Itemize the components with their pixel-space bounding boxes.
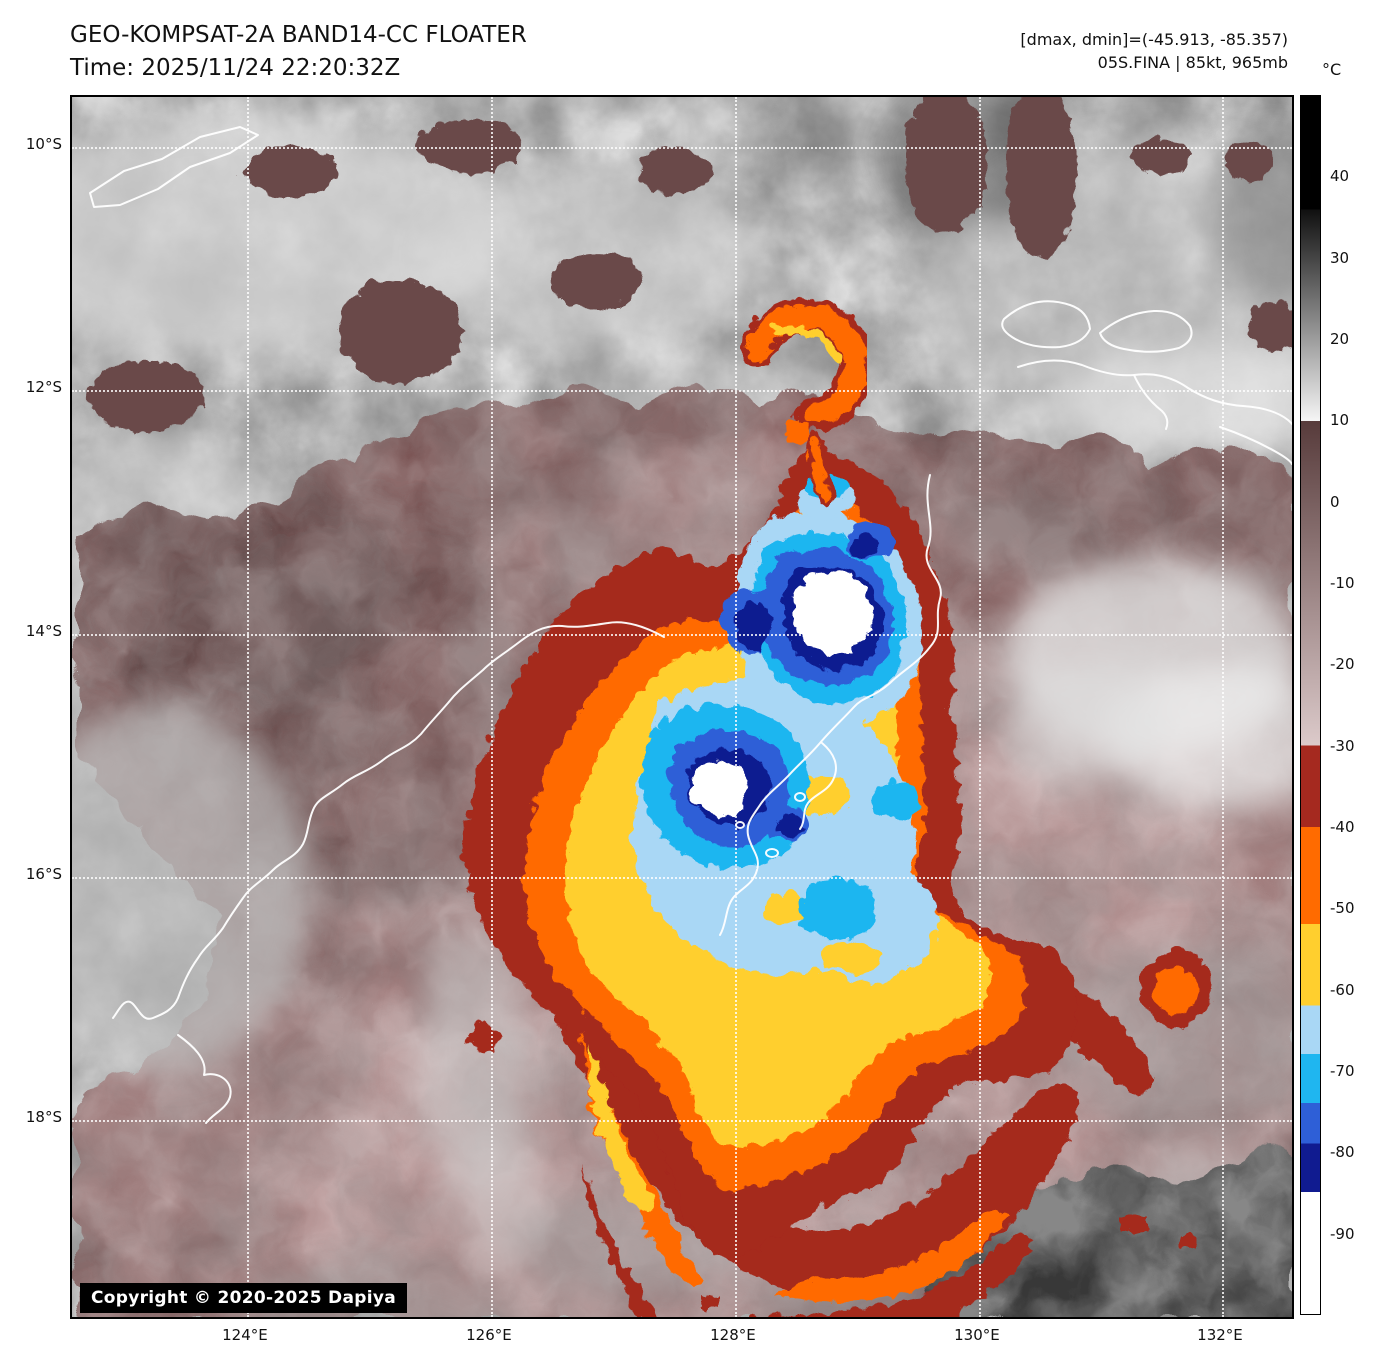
- colorbar-tick-label: -90: [1330, 1224, 1355, 1243]
- colorbar-tick-label: -10: [1330, 574, 1355, 592]
- lon-tick-label: 132°E: [1197, 1326, 1243, 1344]
- colorbar-tick-label: -20: [1330, 655, 1355, 674]
- hook-cloud-feature: [737, 293, 871, 501]
- dmax-dmin-annotation: [dmax, dmin]=(-45.913, -85.357): [1020, 30, 1288, 49]
- storm-info-annotation: 05S.FINA | 85kt, 965mb: [1097, 53, 1288, 72]
- colorbar-tick-label: -30: [1330, 736, 1355, 755]
- colorbar-tick-label: -40: [1330, 818, 1355, 836]
- coastline-nt-mainland: [1017, 359, 1292, 426]
- colorbar-tick-label: 10: [1330, 411, 1350, 430]
- white-core-north: [789, 568, 869, 652]
- colorbar-tick-label: -80: [1330, 1143, 1355, 1162]
- coastline-timor: [89, 126, 259, 208]
- lat-tick-label: 14°S: [25, 622, 62, 641]
- lon-tick-label: 124°E: [222, 1326, 268, 1344]
- coastline-kimberley-west: [112, 621, 665, 1020]
- colorbar-tick-label: -60: [1330, 980, 1355, 999]
- white-core-central: [687, 756, 746, 813]
- lat-tick-label: 18°S: [25, 1107, 62, 1126]
- lat-tick-label: 12°S: [25, 378, 62, 397]
- coastline-islet-1: [765, 848, 779, 858]
- colorbar-tick-label: 30: [1330, 248, 1350, 267]
- copyright-badge: Copyright © 2020-2025 Dapiya: [80, 1283, 407, 1313]
- colorbar-tick-label: 0: [1330, 492, 1340, 511]
- lon-tick-label: 126°E: [466, 1326, 512, 1344]
- colorbar: [1300, 95, 1321, 1315]
- page-title: GEO-KOMPSAT-2A BAND14-CC FLOATER: [70, 22, 527, 48]
- satellite-ir-image: [72, 97, 1292, 1317]
- scattered-warm-cloud-patches: [84, 97, 1292, 428]
- cyclone-cold-cloud-tops: [462, 441, 1208, 1317]
- coastline-kimberley-peninsula: [799, 742, 837, 830]
- coastline-tiwi-island-1: [1001, 300, 1091, 349]
- coastline-nt-east: [1219, 426, 1292, 465]
- colorbar-unit-label: °C: [1322, 60, 1342, 79]
- colorbar-tick-label: 40: [1330, 167, 1350, 186]
- colorbar-tick-label: -70: [1330, 1062, 1355, 1080]
- coastline-nt-inlet: [1133, 374, 1169, 430]
- coastline-south-bits: [177, 1034, 232, 1124]
- lat-tick-label: 16°S: [25, 864, 62, 883]
- coastline-islet-2: [794, 792, 806, 802]
- colorbar-tick-label: 20: [1330, 330, 1350, 348]
- coastline-kimberley-east: [719, 474, 942, 936]
- timestamp-line: Time: 2025/11/24 22:20:32Z: [70, 55, 401, 81]
- map-area: Copyright © 2020-2025 Dapiya: [70, 95, 1294, 1319]
- lon-tick-label: 128°E: [710, 1326, 756, 1344]
- lat-tick-label: 10°S: [25, 135, 62, 154]
- lon-tick-label: 130°E: [954, 1326, 1000, 1344]
- coastlines-layer: [89, 126, 1292, 1124]
- white-overshoot-cores: [687, 568, 869, 813]
- coastline-tiwi-island-2: [1099, 309, 1193, 353]
- colorbar-tick-label: -50: [1330, 899, 1355, 918]
